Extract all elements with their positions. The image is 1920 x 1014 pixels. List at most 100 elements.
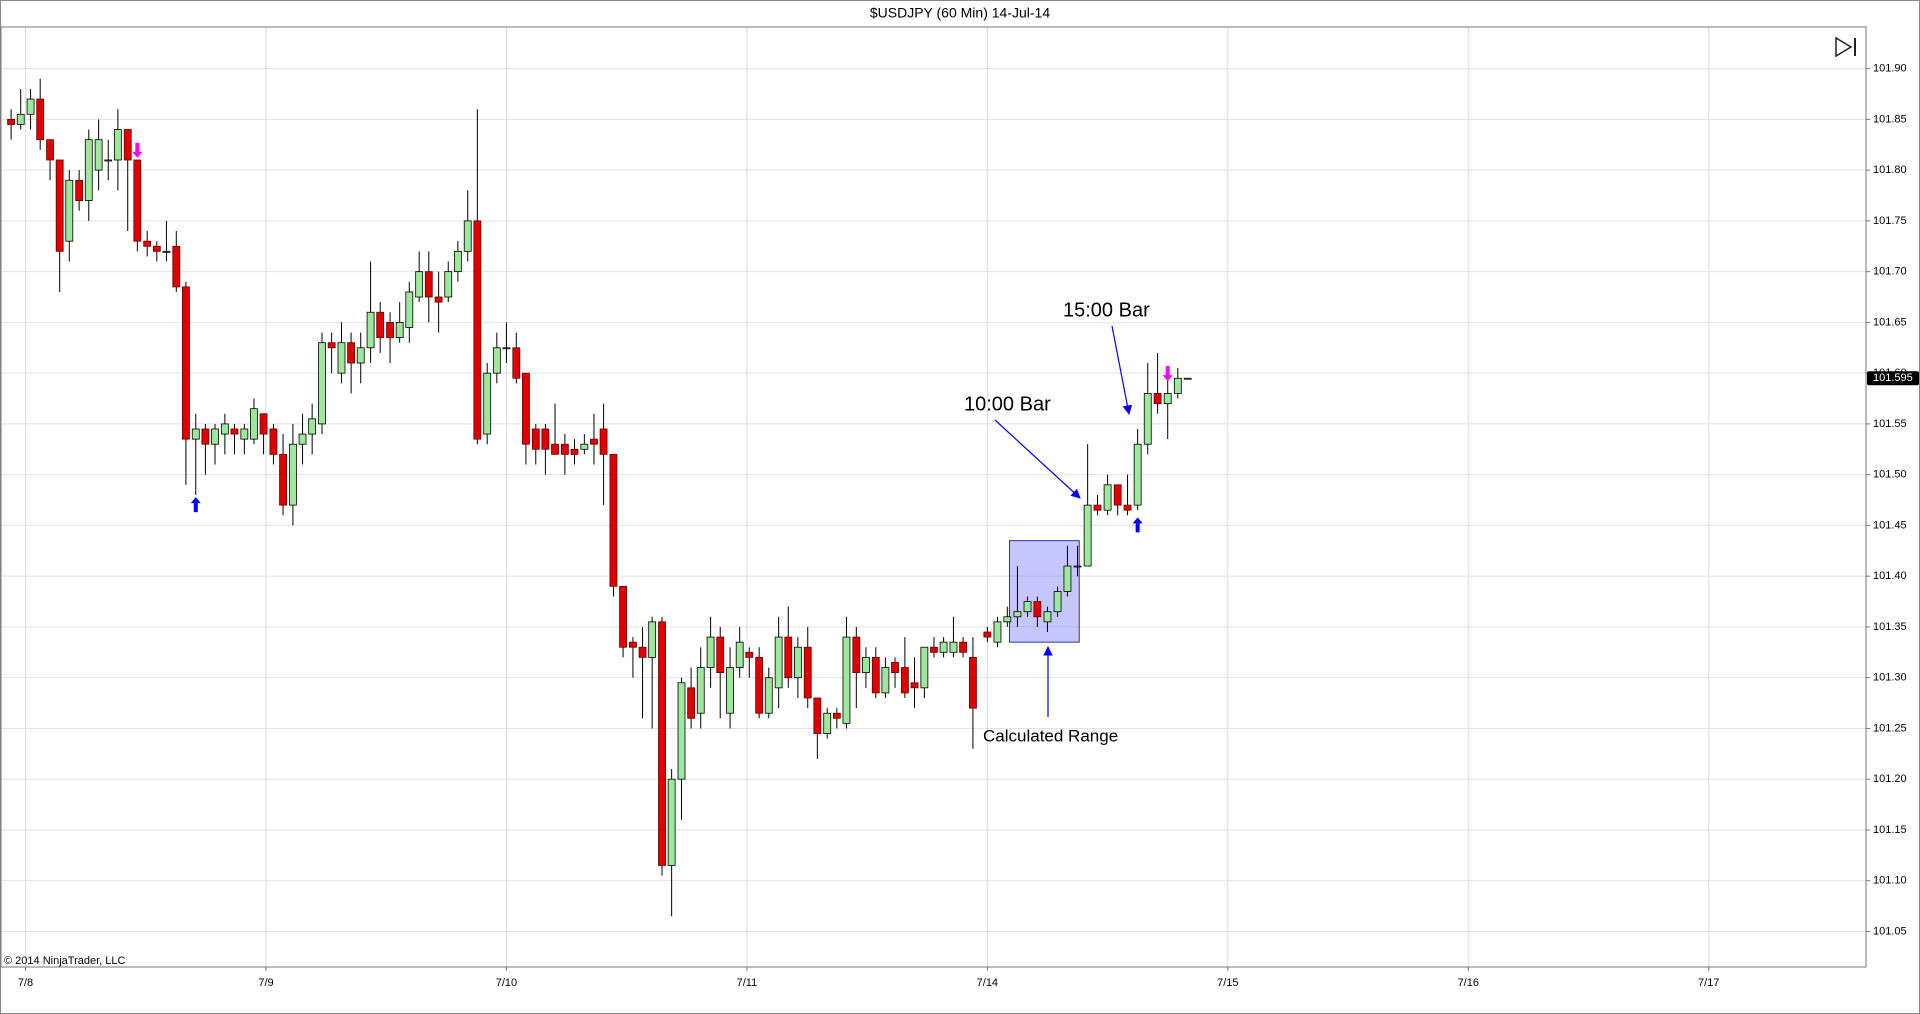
candle-body — [1073, 565, 1082, 568]
candle-layer — [7, 78, 1192, 917]
candle-body — [191, 428, 200, 440]
candle-body — [629, 641, 637, 648]
y-tick-label: 101.05 — [1873, 925, 1907, 937]
candle-body — [638, 646, 647, 658]
y-tick-label: 101.20 — [1873, 773, 1907, 785]
play-icon[interactable] — [1835, 36, 1853, 58]
candle-body — [1163, 393, 1172, 405]
candle-body — [473, 220, 482, 440]
candle-body — [182, 286, 190, 440]
candle-body — [16, 113, 25, 125]
signal-arrow — [190, 497, 201, 513]
candle-body — [891, 662, 899, 674]
candle-body — [930, 646, 938, 653]
candle-body — [26, 98, 35, 115]
candle-body — [813, 697, 822, 734]
candle-body — [201, 428, 210, 445]
candle-body — [7, 118, 15, 125]
candle-body — [687, 687, 696, 719]
candle-body — [609, 453, 618, 587]
candle-body — [376, 311, 385, 339]
candle-body — [696, 667, 705, 714]
candle-body — [259, 413, 268, 435]
signal-arrow — [1162, 366, 1173, 382]
x-tick-label: 7/17 — [1698, 977, 1719, 989]
last-price-box — [1867, 371, 1919, 386]
candle-body — [55, 159, 64, 252]
candle-body — [250, 408, 258, 440]
candle-body — [133, 159, 142, 242]
candle-body — [764, 677, 773, 714]
candle-body — [560, 443, 569, 455]
y-tick-label: 101.15 — [1873, 824, 1907, 836]
candle-body — [220, 423, 229, 435]
candle-body — [424, 271, 433, 298]
candle-body — [803, 646, 812, 699]
candle-body — [123, 129, 132, 161]
copyright: © 2014 NinjaTrader, LLC — [4, 955, 125, 967]
candle-body — [648, 621, 657, 658]
candle-body — [522, 372, 530, 445]
annotation: 10:00 Bar — [964, 393, 1051, 415]
candle-body — [1183, 377, 1192, 380]
candle-body — [463, 220, 472, 252]
last-price-label: 101.595 — [1873, 372, 1913, 384]
candle-body — [852, 636, 861, 674]
annotation-arrow — [994, 419, 1081, 499]
candle-body — [356, 347, 365, 364]
y-tick-label: 101.70 — [1873, 266, 1907, 278]
candle-body — [1053, 591, 1062, 613]
candle-body — [162, 250, 171, 253]
y-tick-label: 101.80 — [1873, 164, 1907, 176]
grid-layer — [1, 27, 1870, 971]
candle-body — [172, 245, 181, 288]
candle-body — [337, 342, 346, 374]
candle-body — [541, 428, 550, 450]
candle-body — [415, 271, 424, 298]
x-tick-label: 7/14 — [977, 977, 998, 989]
annotation-arrow — [1111, 325, 1133, 415]
candle-body — [1043, 611, 1052, 623]
candle-body — [104, 159, 113, 162]
candle-body — [152, 245, 161, 252]
candle-body — [502, 347, 511, 350]
x-tick-label: 7/9 — [258, 977, 273, 989]
candle-body — [211, 428, 219, 445]
y-tick-label: 101.50 — [1873, 469, 1907, 481]
candle-body — [1083, 504, 1092, 567]
candle-body — [434, 296, 443, 303]
y-tick-label: 101.35 — [1873, 621, 1907, 633]
overlay-layer: 101.05 101.10 101.15 101.20 101.25 101.30 101.… — [18, 63, 1919, 989]
candle-body — [1003, 616, 1012, 623]
candle-body — [619, 585, 627, 648]
candle-body — [823, 712, 832, 734]
y-tick-label: 101.10 — [1873, 875, 1907, 887]
candle-body — [969, 656, 977, 709]
window-button[interactable] — [1835, 36, 1856, 58]
annotation: Calculated Range — [983, 726, 1118, 745]
candle-body — [318, 342, 326, 425]
candle-body — [230, 428, 239, 435]
candle-body — [784, 636, 793, 679]
candle-body — [327, 342, 336, 349]
candle-body — [580, 443, 589, 450]
candle-body — [667, 778, 676, 866]
candle-body — [531, 428, 540, 450]
candle-body — [386, 321, 394, 339]
candle-body — [658, 621, 666, 866]
y-tick-label: 101.25 — [1873, 722, 1907, 734]
candle-body — [366, 311, 375, 349]
candle-body — [492, 347, 501, 374]
plot-frame — [0, 26, 1867, 968]
candle-body — [1173, 377, 1182, 394]
y-tick-label: 101.90 — [1873, 63, 1907, 75]
candle-body — [395, 321, 404, 339]
candle-body — [959, 641, 967, 653]
candle-body — [1063, 565, 1072, 592]
candle-body — [1103, 484, 1112, 511]
y-tick-label: 101.65 — [1873, 316, 1907, 328]
candle-body — [920, 646, 929, 689]
